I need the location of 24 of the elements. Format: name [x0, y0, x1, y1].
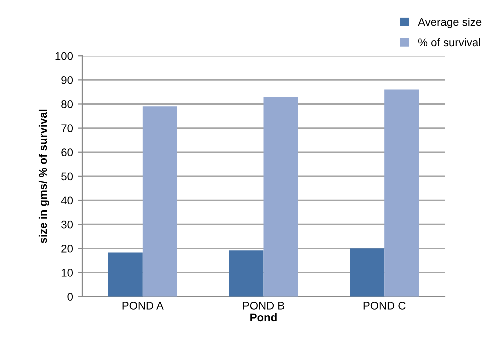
x-tick-label: POND C: [364, 302, 406, 310]
bar: [229, 250, 264, 297]
bar: [264, 97, 298, 297]
bar: [142, 106, 178, 297]
y-axis-title: size in gms/ % of survival: [38, 110, 50, 244]
y-tick-label: 100: [56, 52, 74, 60]
y-tick-label: 40: [61, 196, 74, 205]
y-tick-label: 80: [62, 100, 74, 108]
x-tick-label: POND A: [122, 302, 164, 310]
bar: [108, 252, 143, 297]
x-tick-label: POND B: [243, 302, 284, 310]
bar: [384, 90, 420, 297]
bar: [350, 248, 385, 297]
y-tick-label: 50: [62, 172, 74, 181]
y-tick-label: 30: [62, 220, 74, 229]
y-tick-label: 10: [62, 269, 74, 277]
legend-label: Average size: [418, 18, 482, 28]
y-tick-label: 0: [68, 293, 74, 301]
legend-label: % of survival: [418, 38, 480, 47]
y-tick-label: 90: [62, 76, 74, 84]
y-tick-label: 60: [62, 148, 74, 157]
x-axis-title: Pond: [250, 313, 277, 322]
y-tick-label: 70: [62, 124, 74, 132]
y-tick-label: 20: [62, 244, 74, 253]
